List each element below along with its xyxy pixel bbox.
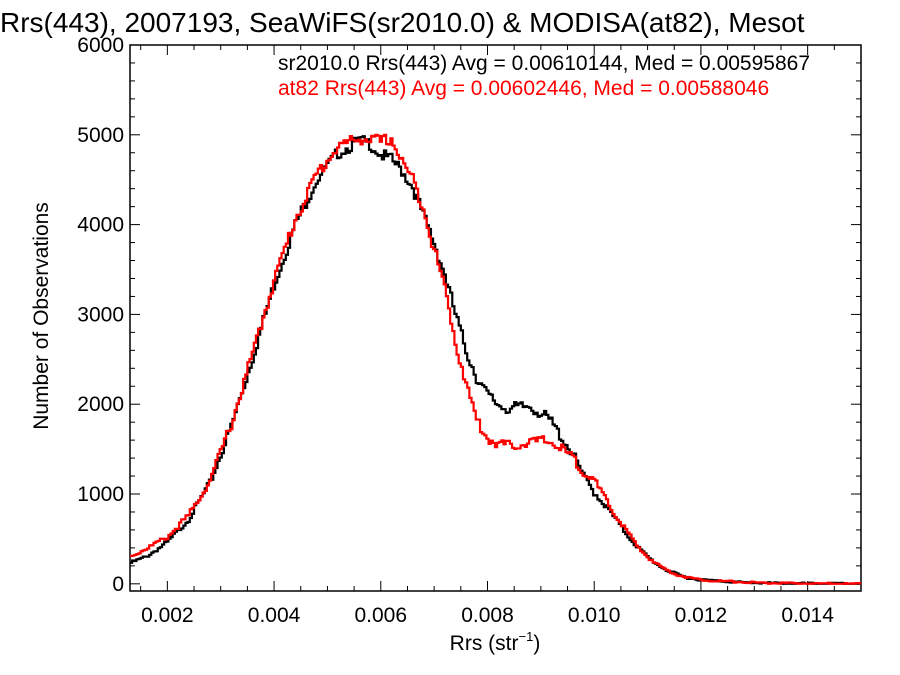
x-tick-label: 0.010	[568, 604, 621, 627]
x-axis-label: Rrs (str−1)	[450, 629, 541, 655]
x-tick-label: 0.004	[248, 604, 301, 627]
chart-title: Rrs(443), 2007193, SeaWiFS(sr2010.0) & M…	[0, 7, 805, 38]
histogram-series-0	[130, 135, 862, 585]
x-axis-label-main: Rrs (str	[450, 632, 519, 655]
histogram-series-1	[130, 133, 862, 585]
y-axis-label: Number of Observations	[30, 202, 53, 430]
y-tick-label: 1000	[77, 483, 124, 506]
y-tick-label: 6000	[77, 34, 124, 57]
series-layer	[130, 133, 862, 585]
legend-entry-at82: at82 Rrs(443) Avg = 0.00602446, Med = 0.…	[278, 77, 769, 100]
y-tick-label: 0	[112, 573, 124, 596]
y-tick-label: 4000	[77, 214, 124, 237]
x-axis-label-superscript: −1	[519, 629, 534, 644]
legend-entry-sr2010: sr2010.0 Rrs(443) Avg = 0.00610144, Med …	[278, 52, 810, 75]
x-tick-label: 0.002	[141, 604, 194, 627]
x-tick-label: 0.008	[461, 604, 514, 627]
y-axis-ticks: 0 1000 2000 3000 4000 5000 6000	[77, 34, 861, 596]
y-tick-label: 3000	[77, 303, 124, 326]
x-tick-label: 0.006	[354, 604, 407, 627]
x-tick-label: 0.014	[781, 604, 834, 627]
y-tick-label: 5000	[77, 124, 124, 147]
x-tick-label: 0.012	[675, 604, 728, 627]
x-axis-ticks: 0.002 0.004 0.006 0.008 0.010 0.012 0.014	[140, 45, 862, 627]
plot-frame	[129, 44, 862, 592]
y-tick-label: 2000	[77, 393, 124, 416]
x-axis-label-end: )	[533, 632, 540, 655]
